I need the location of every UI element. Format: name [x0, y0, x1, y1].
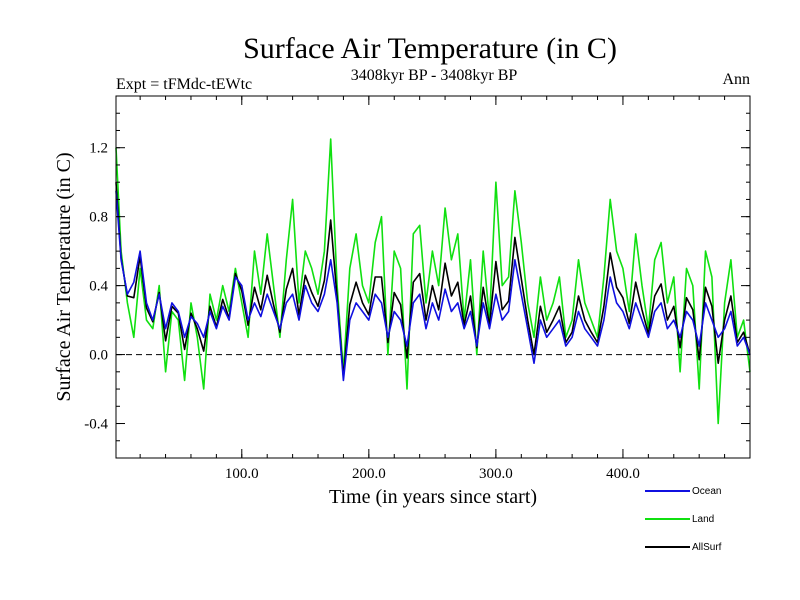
- y-ticks: -0.4 0.0 0.4 0.8 1.2: [84, 112, 750, 442]
- legend-label-allsurf: AllSurf: [692, 542, 722, 553]
- x-tick-label: 100.0: [225, 466, 259, 482]
- plot-frame: [115, 95, 751, 459]
- y-tick-label: 1.2: [89, 141, 108, 157]
- x-tick-label: 300.0: [479, 466, 513, 482]
- season-label: Ann: [722, 71, 750, 88]
- legend: Ocean Land AllSurf: [645, 486, 722, 553]
- legend-label-land: Land: [692, 514, 714, 525]
- chart-title: Surface Air Temperature (in C): [243, 32, 617, 65]
- x-ticks: 100.0 200.0 300.0 400.0: [139, 96, 726, 482]
- experiment-label: Expt = tFMdc-tEWtc: [116, 76, 252, 93]
- legend-label-ocean: Ocean: [692, 486, 721, 497]
- y-tick-label: 0.4: [89, 279, 108, 295]
- x-tick-label: 200.0: [352, 466, 386, 482]
- y-tick-label: 0.0: [89, 348, 108, 364]
- series-line-land: [115, 138, 751, 425]
- x-tick-label: 400.0: [606, 466, 640, 482]
- y-tick-label: 0.8: [89, 210, 108, 226]
- y-axis-label: Surface Air Temperature (in C): [53, 152, 75, 401]
- series-line-ocean: [115, 190, 751, 382]
- chart-subtitle: 3408kyr BP - 3408kyr BP: [351, 67, 518, 84]
- plot-area: [115, 138, 751, 425]
- x-axis-label: Time (in years since start): [329, 486, 537, 508]
- y-tick-label: -0.4: [84, 417, 108, 433]
- series-line-allsurf: [115, 182, 751, 378]
